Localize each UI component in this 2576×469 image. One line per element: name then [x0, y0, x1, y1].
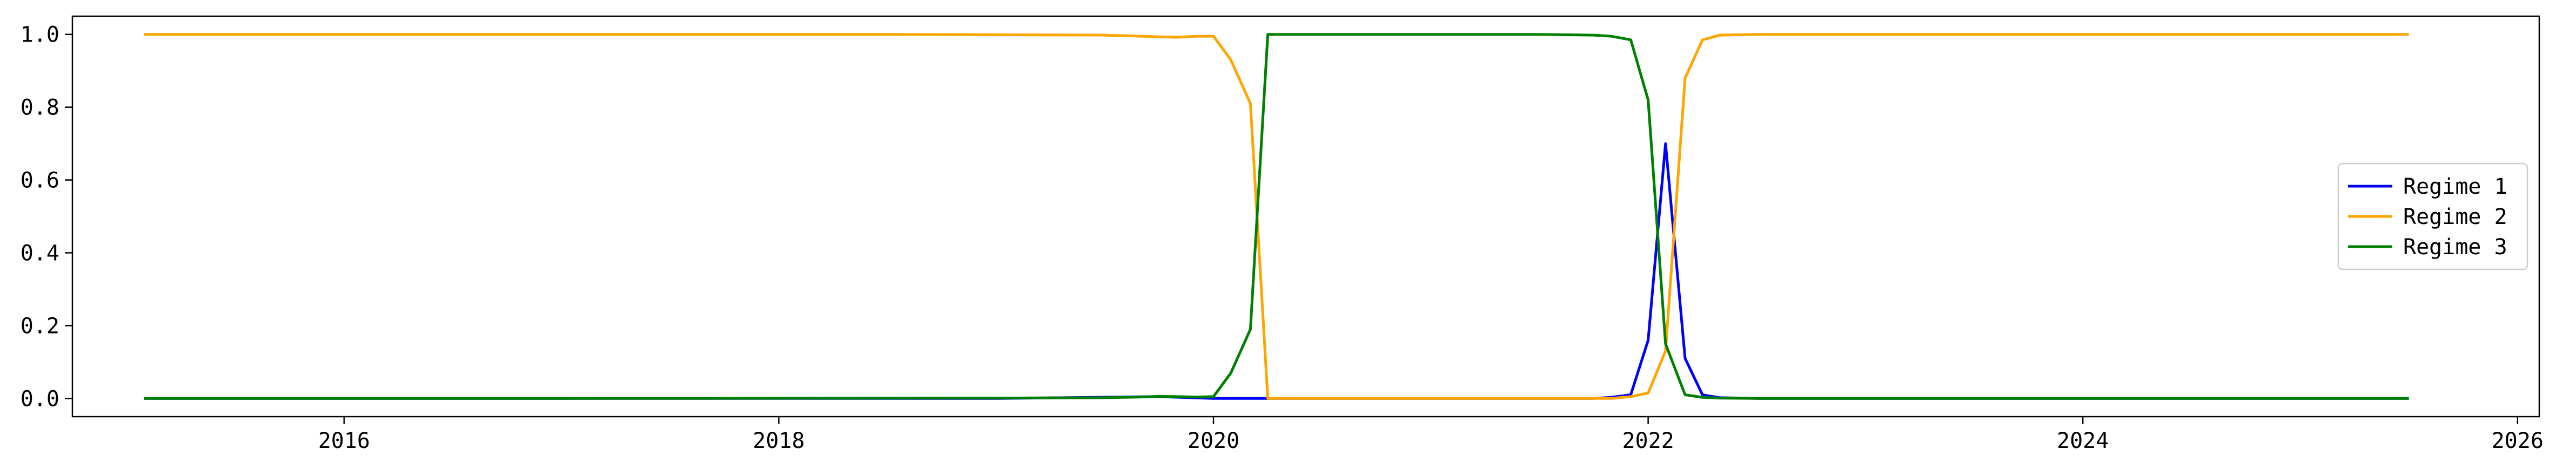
axes: [71, 15, 2540, 418]
legend-box: [2337, 162, 2528, 270]
y-tick-label: 0.4: [21, 241, 59, 266]
plot-area: [144, 33, 2409, 400]
y-tick-label: 1.0: [21, 23, 59, 47]
tick-marks: 2016 2018 2020 2022 2024 2026 0.0 0.2 0.4 0.6 0.8 1…: [21, 23, 2544, 453]
y-tick-label: 0.2: [21, 314, 59, 338]
y-tick-label: 0.6: [21, 168, 59, 193]
legend-label-regime-1: Regime 1: [2403, 174, 2507, 199]
x-tick-label: 2026: [2492, 429, 2544, 453]
series-layer: [144, 33, 2409, 400]
legend-label-regime-3: Regime 3: [2403, 235, 2507, 260]
x-tick-label: 2020: [1188, 429, 1239, 453]
series-line-regime-2: [144, 33, 2409, 400]
x-tick-label: 2018: [753, 429, 804, 453]
legend-label-regime-2: Regime 2: [2403, 205, 2507, 229]
y-tick-label: 0.8: [21, 96, 59, 120]
x-tick-label: 2016: [318, 429, 370, 453]
series-line-regime-3: [144, 33, 2409, 400]
y-tick-label: 0.0: [21, 386, 59, 411]
x-tick-label: 2024: [2057, 429, 2109, 453]
axes-frame: [71, 15, 2540, 418]
legend: Regime 1 Regime 2 Regime 3: [2337, 162, 2528, 270]
x-tick-label: 2022: [1622, 429, 1674, 453]
